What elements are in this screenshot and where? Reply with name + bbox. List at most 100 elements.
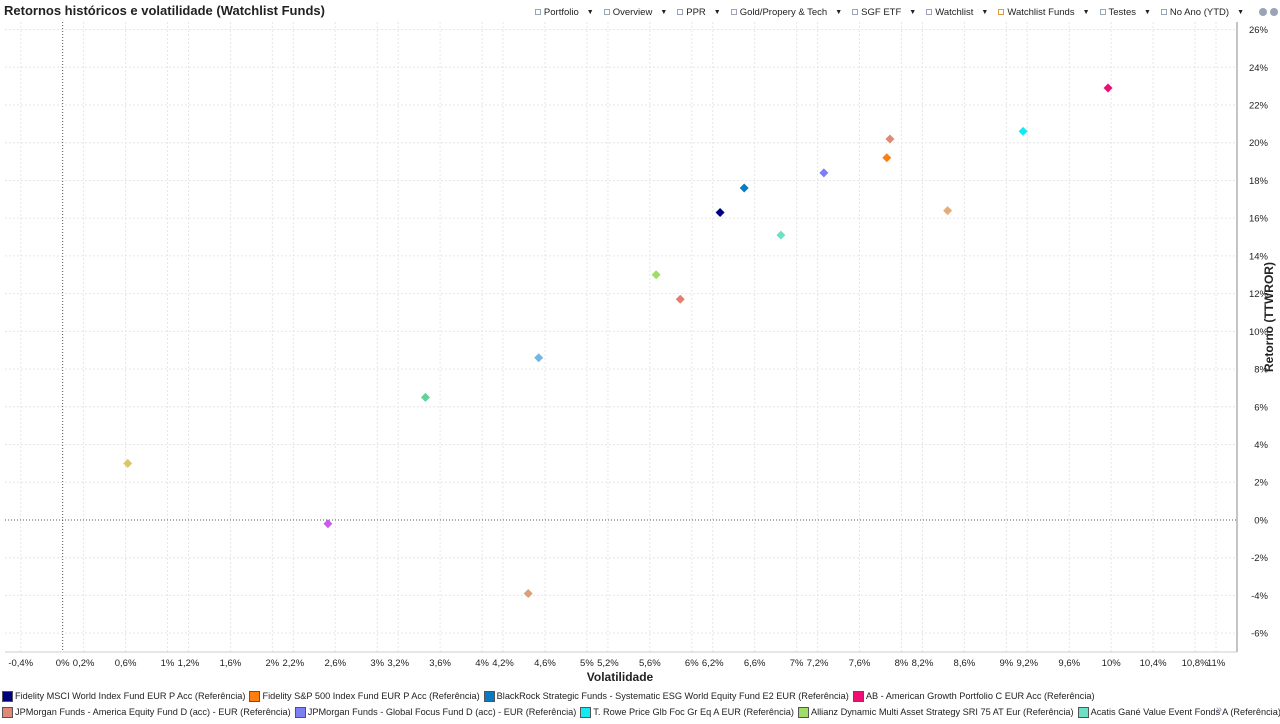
legend-label: AB - American Growth Portfolio C EUR Acc… (865, 691, 1095, 701)
dropdown-arrow-icon[interactable]: ▼ (586, 8, 594, 16)
y-axis-title: Retorno (TTWROR) (1262, 262, 1276, 372)
toolbar-item[interactable]: No Ano (YTD) ▼ (1160, 7, 1254, 18)
legend-item[interactable]: JPMorgan Funds - Global Focus Fund D (ac… (294, 706, 577, 718)
checkbox-icon[interactable] (603, 9, 610, 15)
export-icon[interactable] (1259, 8, 1267, 16)
dropdown-arrow-icon[interactable]: ▼ (1237, 8, 1244, 16)
legend-label: Fidelity S&P 500 Index Fund EUR P Acc (R… (262, 691, 480, 701)
legend-item[interactable]: Fidelity MSCI World Index Fund EUR P Acc… (2, 690, 245, 702)
checkbox-icon[interactable] (677, 9, 684, 15)
toolbar-item-label: Gold/Propery & Tech (739, 6, 828, 18)
data-point-diamond (534, 353, 544, 363)
dropdown-arrow-icon[interactable]: ▼ (835, 8, 843, 16)
x-tick-label: 6% (685, 658, 699, 669)
toolbar-item[interactable]: Watchlist ▼ (926, 7, 998, 18)
toolbar-item[interactable]: SGF ETF ▼ (852, 7, 926, 18)
y-tick-label: 4% (1254, 440, 1268, 451)
x-tick-label: 1% (161, 658, 175, 669)
x-tick-label: 5% (580, 658, 594, 669)
checkbox-icon[interactable] (926, 9, 933, 15)
legend-item[interactable]: Allianz Dynamic Multi Asset Strategy SRI… (797, 706, 1074, 718)
data-point-diamond (943, 206, 953, 216)
legend-swatch (294, 706, 306, 718)
x-tick-label: 0,2% (73, 658, 95, 669)
legend-item[interactable]: T. Rowe Price Glb Foc Gr Eq A EUR (Refer… (580, 706, 794, 718)
legend-swatch (249, 690, 261, 702)
chart-legend: Fidelity MSCI World Index Fund EUR P Acc… (0, 687, 1280, 724)
x-tick-label: 5,6% (639, 658, 661, 669)
checkbox-icon[interactable] (998, 9, 1005, 15)
legend-item[interactable]: AB - American Growth Portfolio C EUR Acc… (852, 690, 1095, 702)
toolbar-item[interactable]: Portfolio ▼ (534, 7, 604, 18)
x-tick-label: 9,2% (1016, 658, 1038, 669)
legend-label: JPMorgan Funds - Global Focus Fund D (ac… (307, 707, 577, 717)
toolbar-item[interactable]: Watchlist Funds ▼ (998, 7, 1099, 18)
legend-label: T. Rowe Price Glb Foc Gr Eq A EUR (Refer… (593, 707, 794, 717)
toolbar-item-label: Watchlist Funds (1007, 6, 1075, 18)
checkbox-icon[interactable] (1160, 9, 1167, 15)
legend-more-icon[interactable]: » (1216, 704, 1223, 716)
toolbar-item-label: SGF ETF (861, 6, 902, 18)
legend-swatch (2, 690, 13, 702)
x-tick-label: 6,2% (702, 658, 724, 669)
x-tick-label: 4,2% (492, 658, 514, 669)
dropdown-arrow-icon[interactable]: ▼ (660, 8, 668, 16)
toolbar-item[interactable]: Overview ▼ (603, 6, 678, 18)
x-tick-label: 1,6% (220, 658, 242, 669)
data-point-diamond (651, 270, 661, 280)
legend-label: Allianz Dynamic Multi Asset Strategy SRI… (810, 707, 1074, 717)
legend-swatch (797, 706, 809, 718)
data-point-diamond (739, 183, 749, 193)
x-tick-label: 10,4% (1140, 658, 1167, 669)
x-axis-title: Volatilidade (587, 670, 654, 684)
y-tick-label: 12% (1249, 289, 1269, 300)
y-tick-label: 26% (1249, 25, 1269, 36)
x-tick-label: 3,6% (429, 658, 451, 669)
x-tick-label: 11% (1207, 658, 1226, 669)
chart-title: Retornos históricos e volatilidade (Watc… (4, 3, 325, 18)
toolbar: Portfolio ▼ Overview ▼ PPR ▼ Gold/Propery & Te… (534, 5, 1278, 19)
toolbar-item[interactable]: Gold/Propery & Tech ▼ (730, 6, 852, 18)
x-tick-label: 0% (56, 658, 70, 669)
data-point-diamond (1018, 126, 1028, 136)
legend-item[interactable]: Acatis Gané Value Event Fonds A (Referên… (1077, 706, 1280, 718)
legend-label: Acatis Gané Value Event Fonds A (Referên… (1090, 707, 1280, 717)
y-tick-label: -4% (1251, 591, 1268, 602)
legend-swatch (852, 690, 864, 702)
y-tick-label: 2% (1254, 478, 1268, 489)
checkbox-icon[interactable] (730, 9, 737, 15)
dropdown-arrow-icon[interactable]: ▼ (713, 8, 721, 16)
x-tick-label: 0,6% (115, 658, 137, 669)
checkbox-icon[interactable] (1099, 9, 1106, 15)
toolbar-item[interactable]: Testes ▼ (1099, 7, 1161, 18)
x-tick-label: 2,2% (283, 658, 305, 669)
checkbox-icon[interactable] (852, 9, 859, 15)
legend-swatch (580, 706, 592, 718)
x-tick-label: 7,6% (849, 658, 871, 669)
dropdown-arrow-icon[interactable]: ▼ (1143, 8, 1151, 16)
legend-swatch (1077, 706, 1089, 718)
dropdown-arrow-icon[interactable]: ▼ (1082, 8, 1090, 16)
data-point-diamond (523, 589, 533, 599)
data-point-diamond (776, 230, 786, 240)
y-tick-label: -6% (1251, 629, 1268, 640)
dropdown-arrow-icon[interactable]: ▼ (909, 8, 917, 16)
x-tick-label: 9,6% (1058, 658, 1080, 669)
toolbar-item-label: PPR (686, 6, 706, 18)
legend-item[interactable]: BlackRock Strategic Funds - Systematic E… (483, 690, 849, 702)
x-tick-label: 1,2% (178, 658, 200, 669)
legend-item[interactable]: JPMorgan Funds - America Equity Fund D (… (2, 706, 291, 718)
x-tick-label: 2% (266, 658, 280, 669)
legend-item[interactable]: Fidelity S&P 500 Index Fund EUR P Acc (R… (249, 690, 480, 702)
x-tick-label: 9% (999, 658, 1013, 669)
toolbar-item-label: Overview (612, 6, 653, 18)
settings-icon[interactable] (1270, 8, 1278, 16)
checkbox-icon[interactable] (534, 9, 541, 15)
y-tick-label: 24% (1249, 63, 1269, 74)
y-tick-label: 10% (1249, 327, 1269, 338)
legend-swatch (2, 706, 13, 718)
toolbar-item[interactable]: PPR ▼ (677, 7, 730, 18)
dropdown-arrow-icon[interactable]: ▼ (981, 8, 989, 16)
y-tick-label: 18% (1249, 176, 1269, 187)
x-tick-label: -0,4% (8, 658, 33, 669)
